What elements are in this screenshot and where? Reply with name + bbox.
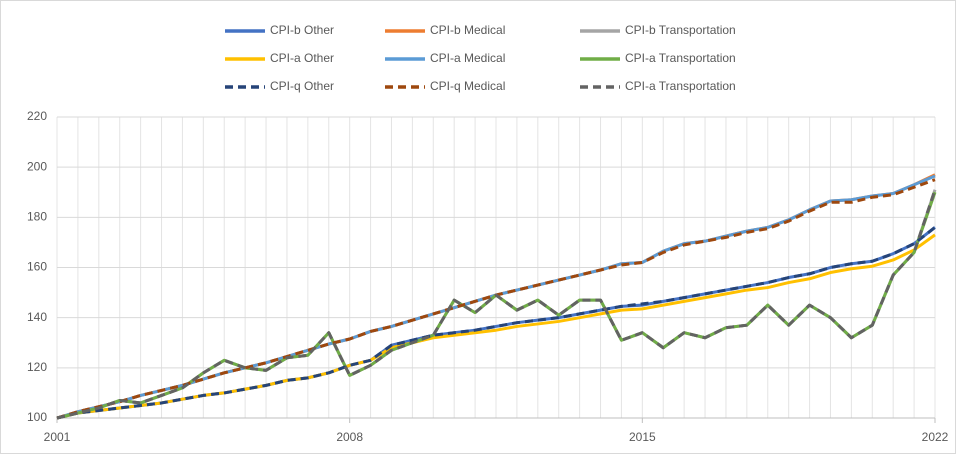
series-line: [56, 226, 936, 420]
legend-label: CPI-b Medical: [430, 23, 505, 37]
y-tick-label: 100: [27, 410, 47, 424]
legend-label: CPI-a Transportation: [625, 51, 736, 65]
x-tick-label: 2008: [336, 430, 363, 444]
y-tick-label: 200: [27, 159, 47, 173]
x-tick-label: 2022: [922, 430, 949, 444]
legend-label: CPI-b Transportation: [625, 23, 736, 37]
y-tick-label: 160: [27, 260, 47, 274]
x-tick-label: 2001: [44, 430, 71, 444]
legend-label: CPI-a Medical: [430, 51, 505, 65]
series-line: [56, 189, 937, 420]
legend-label: CPI-q Medical: [430, 79, 505, 93]
legend-label: CPI-a Other: [270, 51, 334, 65]
x-tick-label: 2015: [629, 430, 656, 444]
legend-label: CPI-a Transportation: [625, 79, 736, 93]
legend-label: CPI-q Other: [270, 79, 334, 93]
legend-label: CPI-b Other: [270, 23, 334, 37]
y-tick-label: 220: [27, 109, 47, 123]
y-tick-label: 180: [27, 210, 47, 224]
y-tick-label: 120: [27, 360, 47, 374]
y-tick-label: 140: [27, 310, 47, 324]
